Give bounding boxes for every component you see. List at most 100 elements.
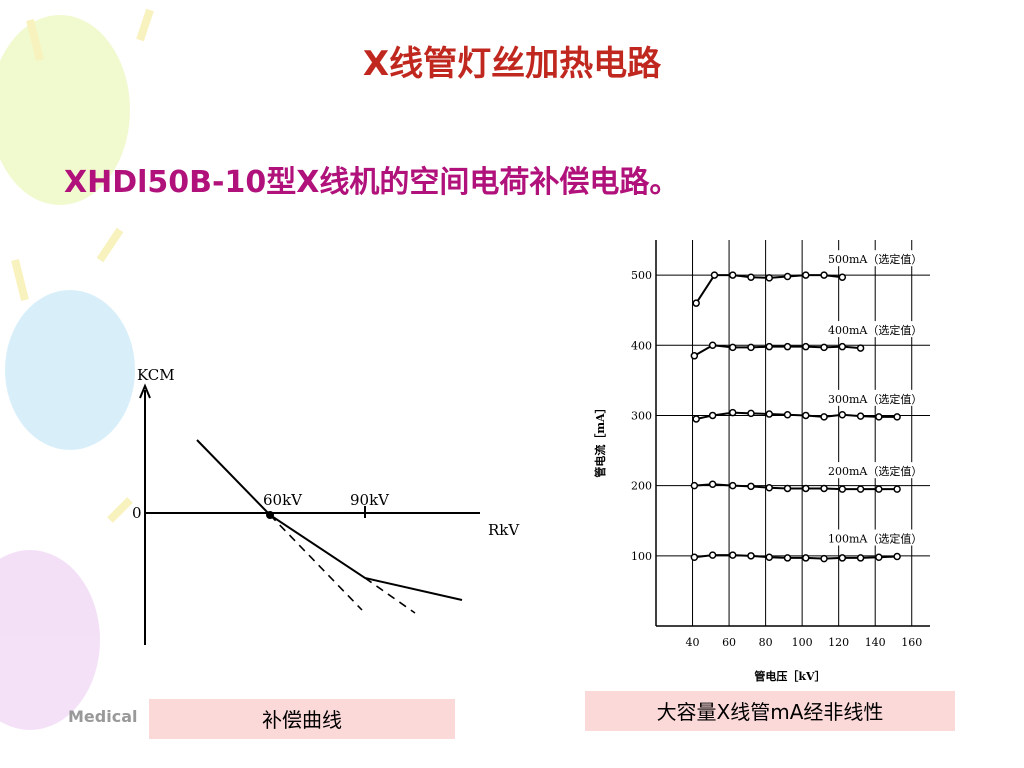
data-point	[875, 553, 883, 561]
data-point	[838, 485, 847, 493]
x-tick-label: 40	[686, 636, 700, 649]
data-point	[783, 272, 792, 281]
x-tick-label: 60	[722, 636, 736, 649]
data-point	[820, 343, 828, 352]
marker-label: 90kV	[350, 491, 390, 509]
data-point	[802, 271, 810, 279]
subtitle: XHDl50B-10型X线机的空间电荷补偿电路。	[64, 165, 679, 200]
data-point	[747, 343, 755, 352]
arrow	[139, 383, 151, 399]
data-point	[708, 341, 717, 350]
caption: 补偿曲线	[262, 708, 342, 732]
data-point	[783, 484, 792, 493]
x-tick-label: 120	[828, 636, 849, 649]
data-point	[728, 408, 737, 417]
caption-box	[585, 691, 955, 731]
data-point	[728, 271, 737, 279]
label-bg	[826, 462, 930, 479]
marker-label: 60kV	[263, 491, 303, 509]
label-bg	[826, 250, 930, 267]
series-label: 200mA（选定值）	[828, 464, 922, 478]
curve	[196, 439, 463, 601]
data-point	[783, 342, 792, 351]
compensation-labels: KCM RkV 0 60kV 90kV	[132, 366, 520, 539]
x-axis-label: 管电压［kV］	[754, 669, 825, 683]
data-point	[802, 554, 810, 562]
data-point	[747, 552, 755, 560]
data-point	[690, 352, 699, 360]
series-line	[694, 483, 898, 491]
data-point	[856, 554, 865, 562]
x-label: RkV	[488, 521, 520, 539]
data-point	[856, 412, 865, 420]
footer-brand: Medical	[68, 707, 137, 726]
data-point	[802, 342, 810, 351]
data-point	[893, 552, 901, 561]
data-point	[728, 551, 737, 559]
y-tick-label: 500	[631, 269, 652, 282]
data-point	[765, 410, 774, 418]
data-point	[692, 415, 700, 423]
y-tick-label: 200	[631, 480, 652, 493]
data-point	[747, 273, 755, 281]
caption-box	[149, 699, 455, 739]
x-tick-label: 140	[865, 636, 886, 649]
data-point	[728, 343, 737, 352]
data-point	[708, 480, 717, 488]
x-tick-label: 160	[901, 636, 922, 649]
ma-chart: 100 200 300 400 500 40 60 80 100 120 140 160 管电压［kV］…	[593, 240, 930, 683]
data-point	[765, 274, 774, 282]
data-point	[747, 409, 755, 418]
series-label: 500mA（选定值）	[828, 252, 922, 266]
slide-title: X线管灯丝加热电路	[363, 44, 662, 84]
x-tick-label: 100	[792, 636, 813, 649]
y-tick-label: 100	[631, 550, 652, 563]
data-point	[783, 554, 792, 562]
y-tick-label: 400	[631, 339, 652, 352]
series-label: 300mA（选定值）	[828, 392, 922, 406]
data-point	[820, 413, 828, 421]
data-point	[728, 481, 737, 490]
data-point	[747, 482, 755, 491]
data-point	[765, 342, 774, 351]
data-point	[783, 411, 792, 419]
data-point	[690, 481, 699, 490]
compensation-figure	[139, 383, 480, 645]
point	[266, 511, 274, 519]
data-point	[765, 483, 774, 492]
dashed-line	[269, 514, 416, 614]
zero-label: 0	[132, 504, 142, 522]
data-point	[838, 273, 847, 281]
data-point	[710, 271, 719, 279]
data-point	[708, 551, 717, 559]
label-bg	[826, 389, 930, 406]
series-label: 100mA（选定值）	[828, 532, 922, 546]
y-label: KCM	[137, 366, 175, 384]
label-bg	[826, 529, 930, 546]
y-tick-label: 300	[631, 409, 652, 422]
series-line	[693, 344, 861, 357]
data-point	[765, 553, 774, 561]
data-point	[708, 411, 717, 420]
x-tick-label: 80	[759, 636, 773, 649]
data-point	[838, 342, 847, 351]
data-point	[820, 271, 828, 279]
data-point	[802, 411, 810, 420]
data-point	[820, 554, 828, 563]
data-point	[820, 484, 828, 493]
series-label: 400mA（选定值）	[828, 323, 922, 337]
data-point	[690, 553, 699, 561]
caption: 大容量X线管mA经非线性	[657, 700, 884, 724]
data-point	[856, 344, 865, 352]
data-point	[875, 485, 883, 493]
data-point	[893, 485, 901, 493]
data-point	[802, 484, 810, 493]
data-point	[856, 485, 865, 493]
y-axis-label: 管电流［mA］	[593, 402, 607, 477]
decoration	[0, 8, 154, 730]
label-bg	[826, 321, 930, 338]
data-point	[838, 411, 847, 419]
data-point	[893, 413, 901, 421]
